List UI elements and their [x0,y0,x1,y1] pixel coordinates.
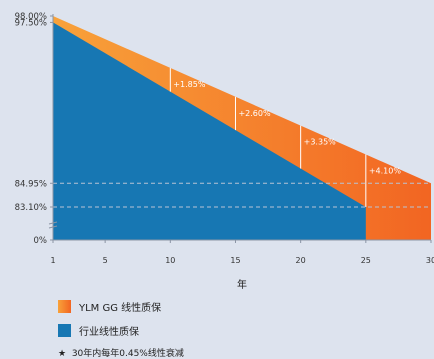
annotation-label-2: +3.35% [304,138,337,147]
x-tick-label-4: 20 [296,256,306,265]
annotation-label-3: +4.10% [369,166,402,175]
axis-break-mark-1 [48,221,58,225]
warranty-chart: +1.85% +2.60% +3.35% +4.10% 98.00%97.50% 84.… [15,12,434,290]
legend-label-ylm: YLM GG 线性质保 [79,302,162,314]
legend-swatch-ylm [58,299,71,313]
legend-label-industry: 行业线性质保 [79,326,139,338]
axis-break-mark-2 [48,225,58,229]
legend-note-text: 30年内每年0.45%线性衰减 [71,349,184,359]
y-tick-label-3: 83.10% [15,203,47,213]
legend-note: ★ 30年内每年0.45%线性衰减 [58,346,418,359]
x-axis-title: 年 [237,278,247,290]
y-tick-label-1: 97.50% [15,18,47,28]
x-tick-label-6: 30 [426,256,434,265]
annotation-label-0: +1.85% [173,80,206,89]
legend-swatch-industry [58,323,71,337]
star-icon: ★ [58,349,67,359]
y-tick-label-2: 84.95% [15,179,47,189]
annotation-label-1: +2.60% [238,109,271,118]
series-area-industry [53,22,366,241]
y-tick-label-4: 0% [34,236,48,246]
legend: YLM GG 线性质保 行业线性质保 ★ 30年内每年0.45%线性衰减 [58,298,418,359]
x-tick-label-0: 1 [50,256,55,265]
x-tick-label-2: 10 [165,256,175,265]
y-tick-label-0: 98.00% [15,12,47,22]
legend-item-ylm: YLM GG 线性质保 [58,298,418,314]
x-tick-label-1: 5 [103,256,108,265]
x-tick-label-5: 25 [361,256,371,265]
x-tick-label-3: 15 [230,256,240,265]
legend-item-industry: 行业线性质保 [58,322,418,338]
